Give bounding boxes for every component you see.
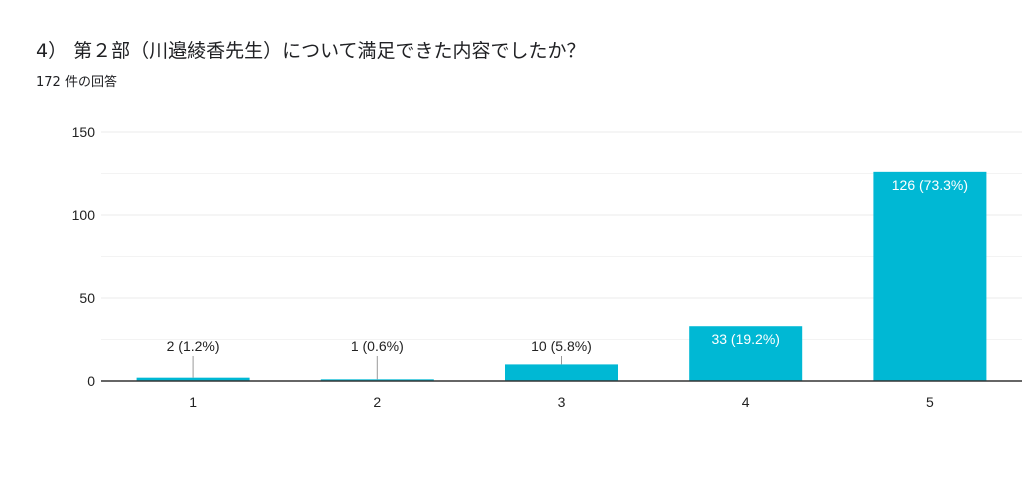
bar bbox=[873, 171, 987, 381]
x-tick-label: 4 bbox=[742, 394, 750, 410]
y-tick-label: 0 bbox=[87, 373, 95, 389]
question-title: 4） 第２部（川邉綾香先生）について満足できた内容でしたか？ bbox=[36, 40, 586, 62]
x-tick-label: 2 bbox=[373, 394, 381, 410]
data-label: 126 (73.3%) bbox=[892, 177, 968, 193]
bar bbox=[689, 326, 803, 381]
response-count: 172 件の回答 bbox=[36, 75, 117, 90]
bar bbox=[136, 377, 250, 381]
y-tick-label: 100 bbox=[72, 207, 96, 223]
data-label: 1 (0.6%) bbox=[351, 338, 404, 354]
y-tick-label: 150 bbox=[72, 124, 96, 140]
data-label: 2 (1.2%) bbox=[167, 338, 220, 354]
y-tick-label: 50 bbox=[79, 290, 95, 306]
x-tick-label: 5 bbox=[926, 394, 934, 410]
x-tick-label: 1 bbox=[189, 394, 197, 410]
x-tick-label: 3 bbox=[558, 394, 566, 410]
data-label: 10 (5.8%) bbox=[531, 338, 592, 354]
data-label: 33 (19.2%) bbox=[711, 331, 779, 347]
bar bbox=[505, 364, 618, 381]
bar bbox=[320, 379, 434, 381]
